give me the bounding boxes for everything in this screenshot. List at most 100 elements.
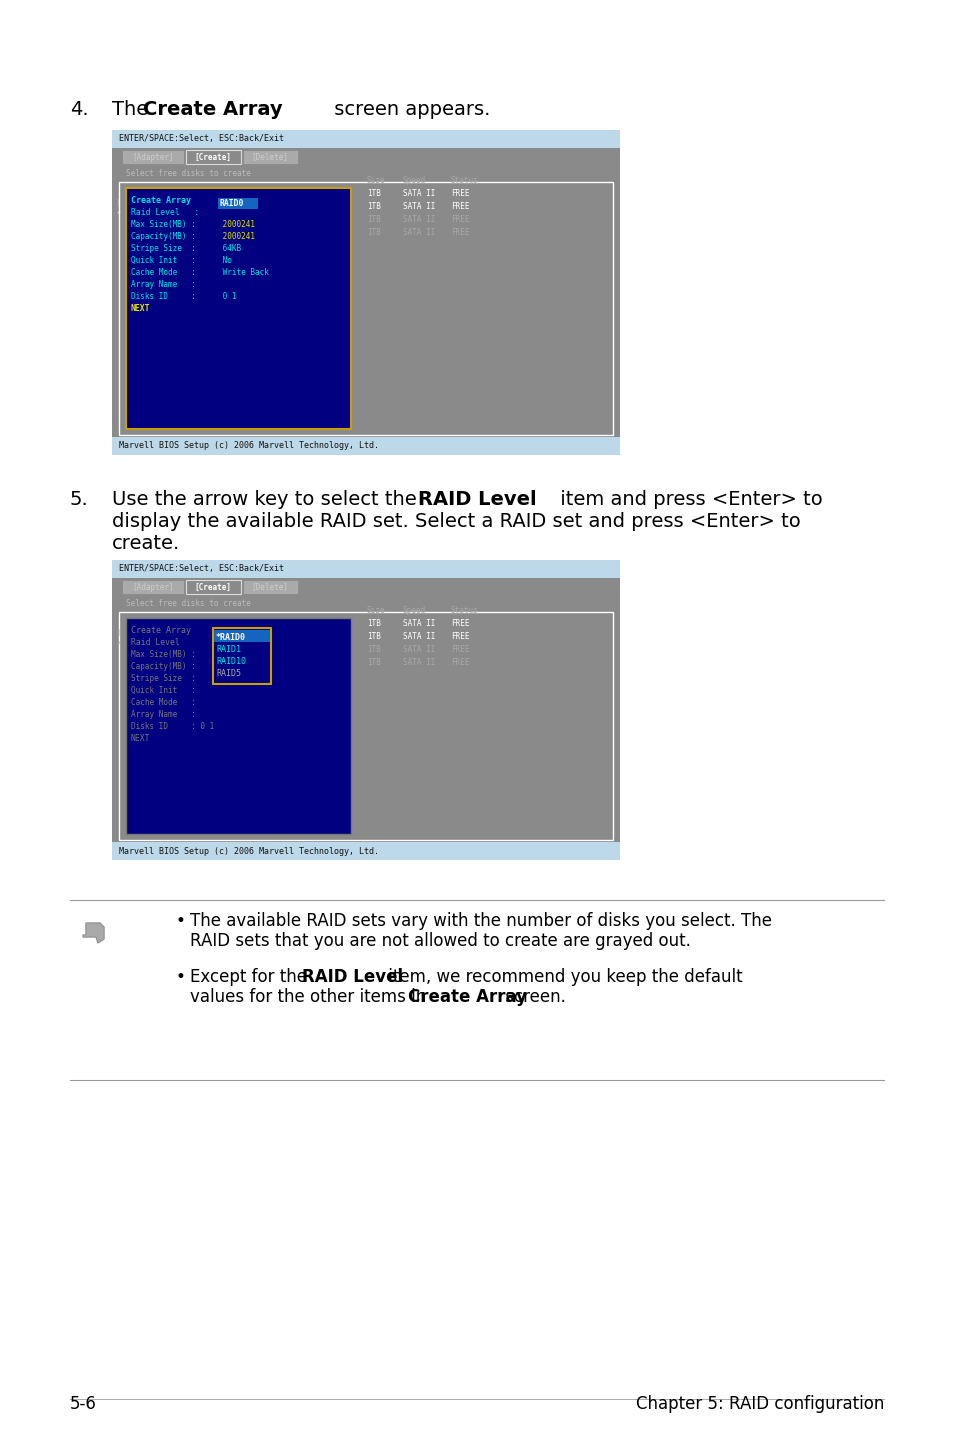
Text: Create Array: Create Array [131,626,191,636]
Bar [126,618,351,834]
Text: 5-6: 5-6 [70,1395,97,1414]
Bar [218,198,257,209]
Bar [213,630,270,641]
Bar [112,129,619,148]
Text: RAID Level: RAID Level [302,968,403,986]
Text: 2000241: 2000241 [218,220,254,229]
Text: display the available RAID set. Select a RAID set and press <Enter> to: display the available RAID set. Select a… [112,512,800,531]
Text: Use the arrow key to select the: Use the arrow key to select the [112,490,422,509]
Text: Stripe Size  :: Stripe Size : [131,244,195,253]
Text: •: • [175,968,186,986]
Text: The: The [112,101,154,119]
Text: 1TB: 1TB [367,646,380,654]
Text: Array Name   :: Array Name : [131,710,195,719]
Text: ENTER/SPACE:Select, ESC:Back/Exit: ENTER/SPACE:Select, ESC:Back/Exit [119,135,284,144]
Bar [126,188,351,429]
Text: Marvell BIOS Setup (c) 2006 Marvell Technology, Ltd.: Marvell BIOS Setup (c) 2006 Marvell Tech… [119,441,378,450]
Text: 1TB: 1TB [367,618,380,628]
Text: FREE: FREE [451,659,469,667]
Bar [112,843,619,860]
Text: |: | [116,628,120,636]
Text: FREE: FREE [451,201,469,211]
Text: 4.: 4. [70,101,89,119]
Text: Max Size(MB) :: Max Size(MB) : [131,220,195,229]
Text: SATA II: SATA II [402,216,435,224]
Text: screen appears.: screen appears. [328,101,490,119]
Polygon shape [83,923,104,943]
Text: Disks ID     :: Disks ID : [131,292,195,301]
Bar [112,559,619,578]
Text: Except for the: Except for the [190,968,312,986]
Text: [Adapter]: [Adapter] [132,582,173,591]
Text: Stripe Size  :: Stripe Size : [131,674,195,683]
Text: RAID1: RAID1 [215,646,241,654]
Text: Create Array: Create Array [131,196,191,206]
Text: 1TB: 1TB [367,229,380,237]
Text: SATA II: SATA II [402,618,435,628]
Text: |: | [116,198,120,206]
Text: RAID Level: RAID Level [417,490,536,509]
Text: 2000241: 2000241 [218,232,254,242]
Bar [119,183,613,436]
Text: Disks ID     : 0 1: Disks ID : 0 1 [131,722,214,731]
Text: •: • [175,912,186,930]
Text: FREE: FREE [451,618,469,628]
Text: SATA II: SATA II [402,646,435,654]
Bar [186,580,241,594]
Text: Marvell BIOS Setup (c) 2006 Marvell Technology, Ltd.: Marvell BIOS Setup (c) 2006 Marvell Tech… [119,847,378,856]
Text: Max Size(MB) :: Max Size(MB) : [131,650,195,659]
Text: Status: Status [451,605,478,615]
Text: NEXT: NEXT [131,733,151,743]
Text: Size: Size [367,175,385,186]
Text: *: * [116,641,120,647]
Text: Select free disks to create: Select free disks to create [126,170,251,178]
Text: FREE: FREE [451,631,469,641]
Text: Create Array: Create Array [408,988,526,1007]
Text: RAID sets that you are not allowed to create are grayed out.: RAID sets that you are not allowed to cr… [190,932,690,951]
Text: Status: Status [451,175,478,186]
Text: Quick Init   :: Quick Init : [131,256,195,265]
Text: SATA II: SATA II [402,201,435,211]
Text: RAID10: RAID10 [215,657,246,666]
Text: [Delete]: [Delete] [252,582,288,591]
Text: create.: create. [112,533,180,554]
Text: Capacity(MB) :: Capacity(MB) : [131,232,195,242]
Bar [122,580,184,594]
Text: Write Back: Write Back [218,267,269,278]
Text: Quick Init   :: Quick Init : [131,686,195,695]
Text: Array Name   :: Array Name : [131,280,195,289]
Text: RAID0: RAID0 [220,200,244,209]
Bar [112,578,619,843]
Text: Create Array: Create Array [143,101,282,119]
Text: [Delete]: [Delete] [252,152,288,161]
Text: [Create]: [Create] [194,582,232,591]
Text: SATA II: SATA II [402,659,435,667]
Bar [119,613,613,840]
Text: *RAID0: *RAID0 [215,633,246,641]
Text: screen.: screen. [499,988,565,1007]
Text: The available RAID sets vary with the number of disks you select. The: The available RAID sets vary with the nu… [190,912,771,930]
Text: Cache Mode   :: Cache Mode : [131,697,195,707]
Text: 0 1: 0 1 [218,292,236,301]
Text: Raid Level: Raid Level [131,638,179,647]
Text: Raid Level   :: Raid Level : [131,209,199,217]
Text: Size: Size [367,605,385,615]
Bar [112,148,619,437]
Text: item and press <Enter> to: item and press <Enter> to [554,490,821,509]
Text: 1TB: 1TB [367,631,380,641]
Text: [Adapter]: [Adapter] [132,152,173,161]
Text: 1TB: 1TB [367,216,380,224]
Text: SATA II: SATA II [402,188,435,198]
Text: No: No [218,256,232,265]
Text: Select free disks to create: Select free disks to create [126,600,251,608]
Text: SATA II: SATA II [402,631,435,641]
Text: 64KB: 64KB [218,244,241,253]
Text: values for the other items in: values for the other items in [190,988,431,1007]
Text: FREE: FREE [451,216,469,224]
Text: item, we recommend you keep the default: item, we recommend you keep the default [382,968,741,986]
Bar [243,150,297,164]
Text: FREE: FREE [451,229,469,237]
Text: FREE: FREE [451,188,469,198]
Text: RAID5: RAID5 [215,669,241,677]
Bar [213,628,271,684]
